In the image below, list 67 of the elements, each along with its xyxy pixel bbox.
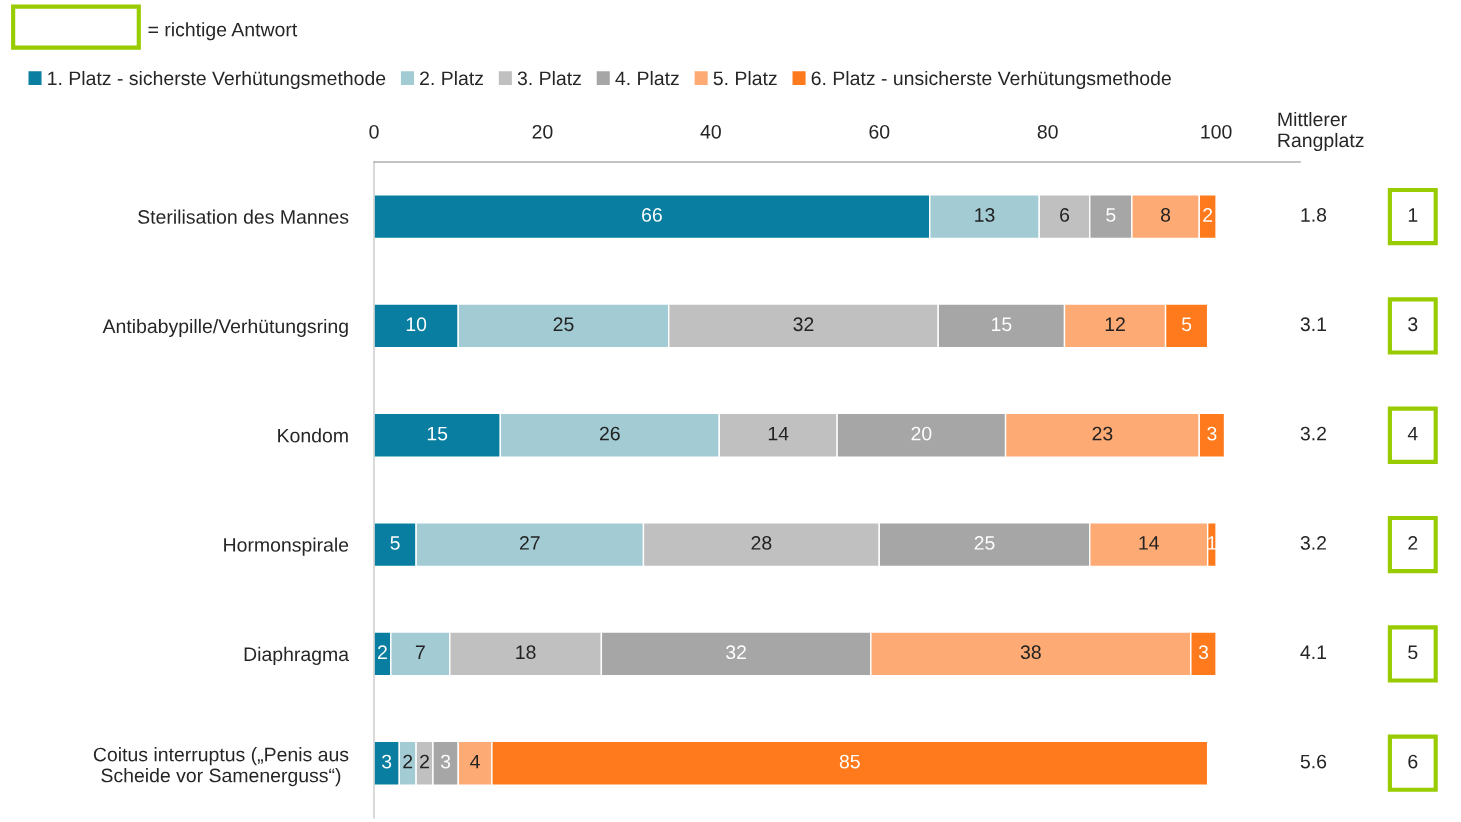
data-label: 23 (1092, 426, 1113, 441)
text: = richtige Antwort (148, 22, 298, 41)
y-tick-label: Kondom (278, 428, 348, 443)
text: 1.8 (1301, 208, 1327, 222)
data-label: 2 (378, 645, 387, 659)
data-label: 32 (793, 317, 814, 332)
data-label: 3 (1198, 645, 1209, 660)
text: 3.1 (1300, 317, 1327, 332)
legend-label: 5. Platz (713, 70, 777, 86)
data-label: 14 (768, 426, 789, 441)
data-label: 25 (553, 317, 574, 332)
data-label: 20 (911, 426, 932, 441)
data-label: 4 (470, 754, 480, 769)
data-label: 8 (1161, 208, 1171, 222)
data-label: 15 (992, 317, 1012, 332)
text: 4.1 (1300, 645, 1327, 659)
text: Mittlerer Rangplatz (1278, 111, 1364, 152)
x-tick-label: 100 (1201, 124, 1232, 139)
x-tick-label: 60 (869, 124, 890, 139)
data-label: 26 (599, 426, 620, 441)
data-label: 12 (1105, 317, 1125, 331)
legend-label: 2. Platz (420, 70, 483, 86)
data-label: 7 (415, 645, 425, 659)
data-label: 3 (440, 754, 451, 769)
data-label: 14 (1139, 536, 1159, 550)
data-label: 6 (1060, 208, 1070, 222)
legend-label: 6. Platz - unsicherste Verhütungsmethode (811, 70, 1171, 90)
text: 3.2 (1300, 426, 1326, 441)
data-label: 10 (406, 317, 427, 332)
text: 1 (1408, 208, 1418, 222)
data-label: 5 (1106, 208, 1116, 222)
data-label: 13 (975, 208, 995, 222)
y-tick-label: Sterilisation des Mannes (138, 209, 349, 224)
data-label: 2 (1203, 208, 1213, 222)
text: 3.2 (1300, 536, 1326, 550)
x-tick-label: 20 (532, 124, 553, 139)
data-label: 18 (516, 645, 536, 660)
y-tick-label: Antibabypille/Verhütungsring (102, 318, 348, 337)
y-tick-label: Coitus interruptus („Penis aus Scheide vor Samenerguss“) (93, 747, 349, 787)
text: 2 (1408, 536, 1418, 550)
data-label: 5 (1181, 317, 1192, 332)
x-tick-label: 80 (1037, 124, 1058, 139)
data-label: 25 (974, 536, 995, 550)
legend-label: 1. Platz - sicherste Verhütungsmethode (48, 70, 386, 90)
data-label: 5 (390, 536, 400, 550)
data-label: 85 (839, 754, 860, 769)
data-label: 38 (1020, 645, 1041, 660)
text: 5 (1408, 645, 1418, 660)
data-label: 27 (519, 536, 540, 550)
x-tick-label: 40 (700, 124, 721, 139)
text: 5.6 (1300, 754, 1327, 769)
data-label: 2 (420, 754, 429, 769)
data-label: 15 (427, 426, 448, 441)
data-label: 66 (642, 208, 662, 222)
data-label: 28 (751, 536, 772, 550)
data-label: 3 (1207, 426, 1217, 441)
text: 6 (1408, 754, 1418, 769)
y-tick-label: Hormonspirale (224, 537, 349, 556)
x-tick-label: 0 (369, 124, 379, 139)
data-label: 3 (381, 754, 392, 769)
text: 4 (1407, 426, 1418, 441)
y-tick-label: Diaphragma (244, 646, 350, 665)
legend-label: 4. Platz (615, 70, 679, 86)
data-label: 2 (403, 754, 413, 769)
data-label: 32 (726, 645, 746, 660)
legend-label: 3. Platz (517, 70, 581, 86)
text: 3 (1408, 317, 1418, 332)
